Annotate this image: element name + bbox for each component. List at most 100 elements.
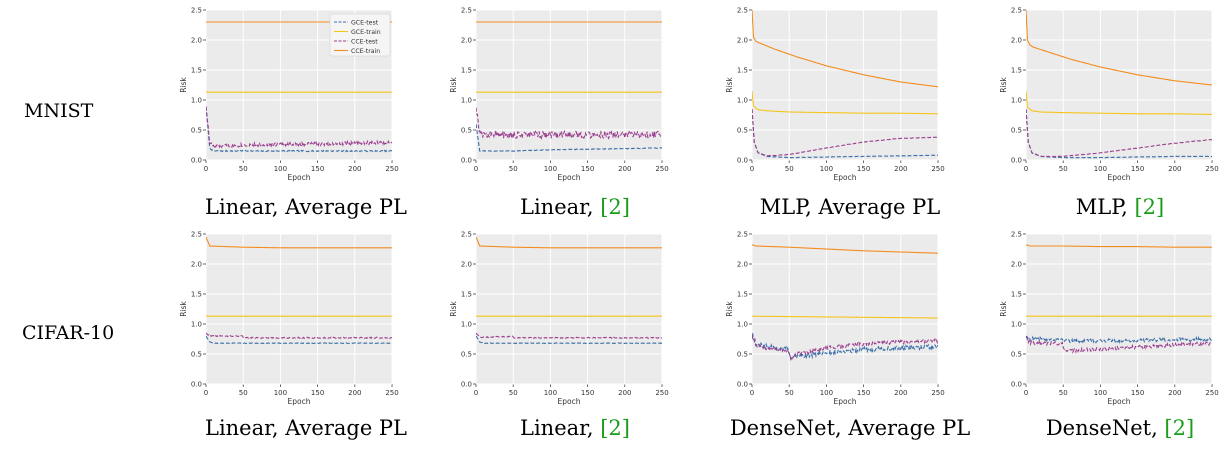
plot-area: [752, 10, 938, 160]
y-tick-label: 0.0: [737, 157, 748, 165]
series-line-cce-test: [1026, 109, 1212, 158]
x-tick-label: 0: [750, 389, 754, 397]
y-axis-label: Risk: [999, 301, 1008, 317]
panel-caption: Linear, Average PL: [205, 416, 407, 440]
panel-caption: MLP, [2]: [1076, 195, 1164, 219]
x-axis-label: Epoch: [834, 397, 857, 406]
series-line-gce-test: [206, 335, 392, 345]
x-tick-label: 200: [348, 165, 361, 173]
x-tick-label: 50: [1059, 389, 1068, 397]
x-tick-label: 150: [581, 389, 594, 397]
caption-text: MLP, Average PL: [759, 195, 941, 219]
x-tick-label: 250: [1205, 165, 1218, 173]
citation-link[interactable]: [2]: [600, 195, 630, 219]
panel-caption: DenseNet, [2]: [1046, 416, 1194, 440]
y-tick-label: 1.0: [737, 321, 748, 329]
x-tick-label: 200: [348, 389, 361, 397]
x-tick-label: 0: [204, 165, 208, 173]
y-tick-label: 0.5: [737, 127, 748, 135]
chart-panel-8: 0 50 100 150 200 250 0.0 0.5 1.0 1.5 2.0 2.5 Epoch Ri…: [999, 231, 1219, 407]
citation-link[interactable]: [2]: [1164, 416, 1195, 440]
chart-panel-2: 0 50 100 150 200 250 0.0 0.5 1.0 1.5 2.0 2.5 Epoch Ri…: [449, 7, 669, 183]
y-tick-label: 2.5: [461, 7, 472, 15]
chart-panel-3: 0 50 100 150 200 250 0.0 0.5 1.0 1.5 2.0 2.5 Epoch Ri…: [725, 7, 945, 183]
x-axis-label: Epoch: [1108, 397, 1131, 406]
x-tick-label: 250: [655, 389, 668, 397]
plot-area: [1026, 234, 1212, 384]
plot-area: [1026, 10, 1212, 160]
panel-caption: Linear, [2]: [520, 416, 630, 440]
caption-text: Linear, Average PL: [204, 416, 408, 440]
x-tick-label: 100: [820, 389, 833, 397]
x-tick-label: 0: [474, 389, 478, 397]
y-axis-label: Risk: [449, 77, 458, 93]
citation-link[interactable]: [2]: [600, 416, 630, 440]
series-line-gce-train: [1026, 90, 1212, 115]
legend-entry: GCE-test: [351, 19, 379, 26]
panel-caption: DenseNet, Average PL: [730, 416, 970, 440]
y-tick-label: 0.0: [461, 381, 472, 389]
row-label-cifar10: CIFAR-10: [22, 322, 115, 344]
series-line-cce-train: [206, 236, 392, 249]
chart-panel-4: 0 50 100 150 200 250 0.0 0.5 1.0 1.5 2.0 2.5 Epoch Ri…: [999, 7, 1219, 183]
y-tick-label: 1.5: [737, 67, 748, 75]
y-tick-label: 2.5: [461, 231, 472, 239]
y-tick-label: 2.0: [737, 261, 748, 269]
y-tick-label: 0.0: [461, 157, 472, 165]
series-line-cce-test: [752, 109, 938, 157]
series-line-cce-test: [1026, 336, 1212, 354]
series-line-cce-test: [206, 106, 392, 149]
citation-link[interactable]: [2]: [1134, 195, 1165, 219]
y-tick-label: 0.0: [1011, 381, 1022, 389]
series-line-cce-test: [206, 332, 392, 340]
series-line-cce-train: [1026, 244, 1212, 248]
y-tick-label: 0.5: [191, 351, 202, 359]
y-tick-label: 2.0: [1011, 261, 1022, 269]
x-tick-label: 200: [1168, 165, 1181, 173]
chart-panel-7: 0 50 100 150 200 250 0.0 0.5 1.0 1.5 2.0 2.5 Epoch Ri…: [725, 231, 945, 407]
x-tick-label: 0: [1024, 389, 1028, 397]
x-tick-label: 100: [1094, 389, 1107, 397]
series-line-gce-test: [752, 109, 938, 159]
y-tick-label: 0.5: [737, 351, 748, 359]
row-label-mnist: MNIST: [24, 100, 94, 122]
x-tick-label: 100: [544, 165, 557, 173]
panel-caption: Linear, [2]: [520, 195, 630, 219]
x-tick-label: 250: [655, 165, 668, 173]
x-tick-label: 100: [1094, 165, 1107, 173]
y-tick-label: 1.0: [737, 97, 748, 105]
y-tick-label: 2.0: [461, 37, 472, 45]
x-tick-label: 100: [544, 389, 557, 397]
y-tick-label: 2.5: [1011, 7, 1022, 15]
x-tick-label: 150: [857, 389, 870, 397]
y-tick-label: 2.5: [191, 7, 202, 15]
y-tick-label: 1.5: [461, 291, 472, 299]
x-tick-label: 200: [618, 389, 631, 397]
x-tick-label: 0: [1024, 165, 1028, 173]
y-tick-label: 2.0: [461, 261, 472, 269]
series-line-cce-train: [752, 244, 938, 254]
x-tick-label: 50: [509, 389, 518, 397]
x-tick-label: 100: [274, 389, 287, 397]
y-tick-label: 2.0: [737, 37, 748, 45]
chart-panel-6: 0 50 100 150 200 250 0.0 0.5 1.0 1.5 2.0 2.5 Epoch Ri…: [449, 231, 669, 407]
series-line-cce-train: [752, 10, 938, 88]
chart-panel-1: 0 50 100 150 200 250 0.0 0.5 1.0 1.5 2.0 2.5 Epoch Ri…: [179, 7, 399, 183]
y-tick-label: 0.0: [191, 157, 202, 165]
x-tick-label: 50: [785, 165, 794, 173]
x-tick-label: 150: [1131, 389, 1144, 397]
legend: GCE-test GCE-train CCE-test CCE-train: [329, 13, 391, 57]
y-axis-label: Risk: [449, 301, 458, 317]
caption-text: Linear,: [520, 416, 601, 440]
x-tick-label: 50: [509, 165, 518, 173]
y-tick-label: 2.0: [1011, 37, 1022, 45]
y-tick-label: 0.0: [737, 381, 748, 389]
series-line-cce-test: [752, 334, 938, 363]
y-tick-label: 1.5: [1011, 291, 1022, 299]
legend-entry: CCE-train: [351, 48, 380, 55]
panel-caption: Linear, Average PL: [205, 195, 407, 219]
y-tick-label: 0.0: [191, 381, 202, 389]
x-tick-label: 100: [820, 165, 833, 173]
x-tick-label: 200: [894, 165, 907, 173]
legend-entry: GCE-train: [351, 29, 381, 36]
